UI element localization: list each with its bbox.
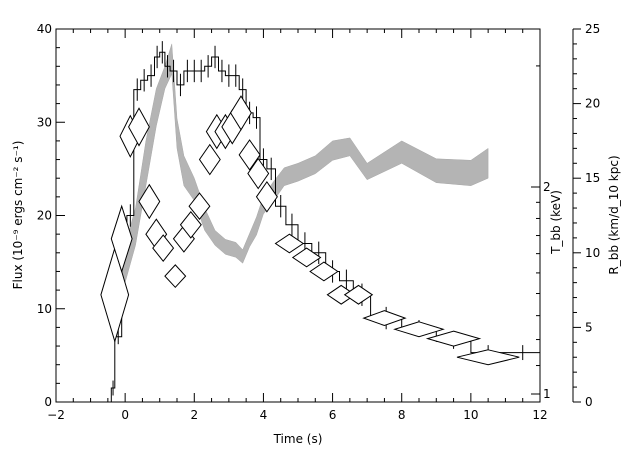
temperature-point [164, 264, 187, 289]
y-tick-label: 40 [37, 22, 52, 36]
y-tick-label: 20 [37, 209, 52, 223]
temperature-point [198, 143, 221, 176]
temperature-point [188, 192, 211, 221]
radius-tick-label: 15 [585, 171, 600, 185]
y-axis-label-radius: R_bb (km/d_10 kpc) [607, 155, 621, 274]
temperature-point [247, 157, 270, 190]
x-tick-label: 0 [121, 408, 129, 422]
temp-tick-label: 2 [543, 180, 551, 194]
x-tick-label: 12 [532, 408, 547, 422]
temperature-points-layer [100, 95, 520, 366]
x-tick-label: 10 [463, 408, 478, 422]
flux-histogram-layer [110, 41, 540, 402]
radius-tick-label: 20 [585, 97, 600, 111]
radius-tick-label: 25 [585, 22, 600, 36]
temperature-point [230, 95, 252, 131]
temperature-point [425, 330, 482, 347]
temperature-point [309, 261, 339, 282]
x-tick-label: 2 [190, 408, 198, 422]
y-tick-label: 30 [37, 115, 52, 129]
temperature-point [255, 181, 278, 213]
radius-tick-label: 10 [585, 246, 600, 260]
x-tick-label: 4 [260, 408, 268, 422]
x-tick-label: 6 [329, 408, 337, 422]
x-tick-label: 8 [398, 408, 406, 422]
temperature-point [393, 321, 445, 338]
radius-tick-label: 5 [585, 320, 593, 334]
temperature-point [179, 210, 202, 239]
y-tick-label: 10 [37, 302, 52, 316]
y-axis-label-left: Flux (10⁻⁹ ergs cm⁻² s⁻¹) [11, 141, 25, 290]
temperature-point [152, 234, 175, 263]
temperature-point [138, 183, 161, 220]
x-tick-label: −2 [47, 408, 65, 422]
temperature-point [362, 310, 407, 327]
x-axis-label: Time (s) [273, 432, 323, 446]
flux-histogram [110, 51, 540, 402]
temperature-point [291, 247, 322, 268]
temperature-point [343, 284, 374, 305]
radius-band [111, 43, 489, 306]
y-tick-label: 0 [44, 395, 52, 409]
temperature-point [456, 349, 520, 366]
radius-tick-label: 0 [585, 395, 593, 409]
temperature-point [274, 233, 305, 254]
temperature-point [128, 107, 150, 147]
labels-layer: Time (s) Flux (10⁻⁹ ergs cm⁻² s⁻¹) T_bb … [11, 141, 621, 446]
temperature-point [238, 139, 261, 171]
temp-tick-label: 1 [543, 387, 551, 401]
y-axis-label-temp: T_bb (keV) [549, 190, 563, 255]
temperature-point [110, 204, 133, 274]
radius-band-layer [111, 43, 489, 306]
